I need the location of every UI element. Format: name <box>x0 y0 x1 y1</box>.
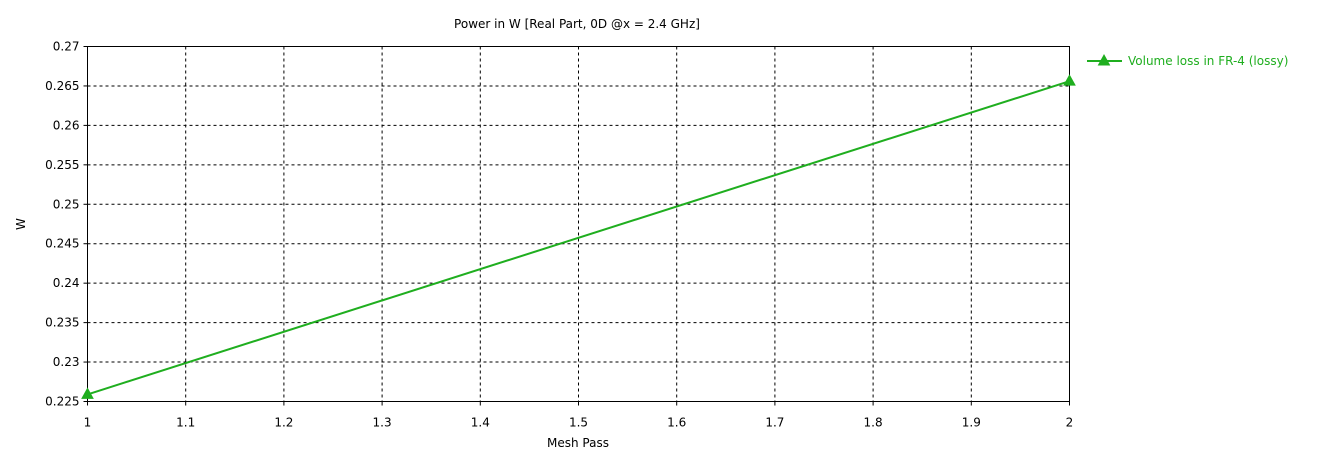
x-tick-labels: 1 1.1 1.2 1.3 1.4 1.5 1.6 1.7 1.8 1.9 2 <box>84 401 1074 430</box>
x-tick-label: 2 <box>1066 416 1074 430</box>
data-point-marker <box>1063 74 1076 86</box>
x-tick-label: 1.5 <box>569 416 588 430</box>
x-tick-label: 1.9 <box>962 416 981 430</box>
legend[interactable]: Volume loss in FR-4 (lossy) <box>1087 54 1288 68</box>
series-layer <box>81 74 1076 399</box>
data-point-marker <box>81 387 94 399</box>
x-tick-label: 1.4 <box>471 416 490 430</box>
y-tick-label: 0.26 <box>53 118 80 132</box>
y-tick-label: 0.235 <box>45 316 79 330</box>
x-tick-label: 1 <box>84 416 92 430</box>
grid-lines <box>87 46 1070 402</box>
y-tick-label: 0.23 <box>53 355 80 369</box>
x-tick-label: 1.3 <box>373 416 392 430</box>
x-tick-label: 1.6 <box>667 416 686 430</box>
legend-label: Volume loss in FR-4 (lossy) <box>1128 54 1288 68</box>
y-tick-label: 0.27 <box>53 40 80 54</box>
chart-title: Power in W [Real Part, 0D @x = 2.4 GHz] <box>454 17 700 31</box>
y-tick-label: 0.265 <box>45 79 79 93</box>
y-tick-label: 0.25 <box>53 197 80 211</box>
x-tick-label: 1.8 <box>864 416 883 430</box>
series-line <box>87 80 1070 396</box>
y-tick-label: 0.225 <box>45 395 79 409</box>
x-tick-label: 1.1 <box>176 416 195 430</box>
y-axis-label: W <box>14 218 28 230</box>
y-tick-labels: 0.27 0.265 0.26 0.255 0.25 0.245 0.24 0.235 0.23… <box>45 40 88 409</box>
legend-triangle-icon <box>1097 54 1111 66</box>
y-tick-label: 0.255 <box>45 158 79 172</box>
y-tick-label: 0.24 <box>53 276 80 290</box>
x-tick-label: 1.2 <box>274 416 293 430</box>
x-tick-label: 1.7 <box>765 416 784 430</box>
x-axis-label: Mesh Pass <box>547 436 609 450</box>
y-tick-label: 0.245 <box>45 237 79 251</box>
